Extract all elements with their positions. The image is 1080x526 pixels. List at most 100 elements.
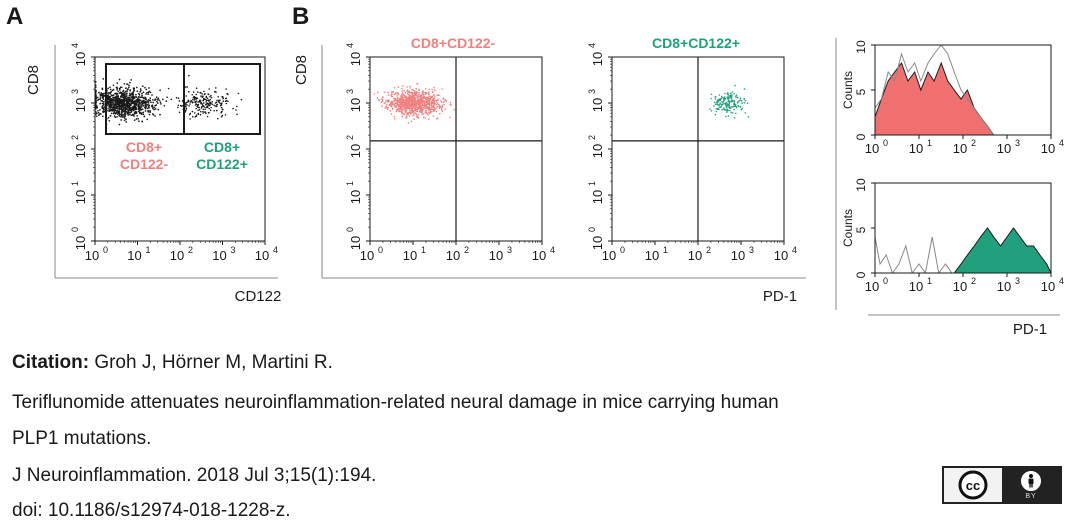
event-dot	[203, 98, 205, 101]
event-dot	[201, 102, 203, 105]
event-dot	[422, 93, 424, 95]
event-dot	[98, 113, 101, 115]
cc-by-license-badge[interactable]: cc BY	[942, 466, 1062, 504]
event-dot	[401, 100, 404, 103]
event-dot	[147, 100, 149, 103]
event-dot	[726, 92, 729, 94]
panel-b-xlabel: PD-1	[763, 288, 797, 305]
event-dot	[418, 93, 420, 96]
event-dot	[403, 90, 406, 92]
event-dot	[404, 96, 407, 99]
event-dot	[397, 107, 400, 110]
event-dot	[145, 105, 148, 108]
event-dot	[726, 111, 728, 113]
event-dot	[395, 102, 398, 104]
event-dot	[416, 102, 418, 104]
event-dot	[435, 101, 438, 103]
histogram-bottom-y-tick-label: 5	[854, 226, 868, 233]
panel-b-left-y-tick-label: 10	[348, 144, 363, 158]
event-dot	[727, 109, 729, 112]
event-dot	[424, 117, 427, 119]
event-dot	[404, 92, 407, 94]
panel-b-left-x-tick-label: 10	[403, 248, 417, 263]
event-dot	[191, 110, 194, 113]
event-dot	[433, 86, 435, 89]
event-dot	[126, 106, 129, 108]
event-dot	[137, 98, 140, 100]
by-text: BY	[1025, 493, 1037, 500]
event-dot	[422, 116, 425, 119]
event-dot	[141, 92, 143, 95]
event-dot	[138, 100, 141, 102]
histogram-bottom-x-tick-exponent: 0	[883, 276, 888, 286]
event-dot	[118, 92, 121, 94]
event-dot	[435, 110, 438, 113]
event-dot	[211, 103, 213, 106]
event-dot	[208, 107, 210, 110]
event-dot	[734, 103, 737, 106]
event-dot	[127, 104, 129, 107]
event-dot	[121, 105, 124, 108]
event-dot	[132, 113, 135, 116]
event-dot	[710, 110, 713, 112]
event-dot	[149, 97, 152, 100]
event-dot	[217, 95, 219, 98]
event-dot	[167, 87, 170, 90]
event-dot	[121, 93, 123, 96]
event-dot	[404, 101, 407, 103]
event-dot	[424, 105, 426, 107]
event-dot	[434, 108, 437, 110]
panel-a-y-tick-exponent: 2	[70, 135, 80, 140]
event-dot	[122, 93, 125, 95]
event-dot	[730, 111, 732, 114]
event-dot	[114, 116, 117, 119]
event-dot	[149, 99, 152, 102]
event-dot	[402, 108, 404, 110]
event-dot	[147, 110, 150, 112]
event-dot	[381, 98, 383, 100]
event-dot	[200, 107, 203, 109]
event-dot	[188, 90, 190, 93]
event-dot	[733, 103, 735, 106]
event-dot	[449, 116, 452, 119]
event-dot	[397, 86, 400, 88]
event-dot	[726, 96, 728, 98]
event-dot	[418, 107, 420, 110]
event-dot	[449, 101, 452, 104]
event-dot	[218, 101, 221, 104]
event-dot	[148, 87, 150, 89]
event-dot	[713, 101, 716, 103]
event-dot	[124, 106, 126, 109]
event-dot	[435, 104, 438, 106]
event-dot	[227, 100, 229, 102]
event-dot	[401, 112, 404, 114]
event-dot	[220, 106, 223, 109]
event-dot	[144, 107, 147, 110]
panel-a-x-tick-exponent: 1	[146, 245, 151, 255]
panel-b-right-y-tick-exponent: 3	[587, 89, 597, 94]
event-dot	[127, 112, 130, 114]
event-dot	[435, 99, 438, 102]
event-dot	[151, 113, 154, 115]
event-dot	[390, 94, 392, 97]
panel-a-x-tick-label: 10	[127, 248, 141, 263]
event-dot	[133, 119, 136, 121]
event-dot	[412, 102, 415, 104]
panel-b-left-quadrant-lines	[370, 57, 542, 241]
event-dot	[380, 101, 383, 103]
event-dot	[437, 103, 440, 106]
event-dot	[390, 113, 393, 115]
event-dot	[120, 105, 123, 108]
histogram-top-x-tick-exponent: 2	[971, 138, 976, 148]
event-dot	[120, 110, 123, 113]
event-dot	[159, 89, 161, 92]
event-dot	[420, 107, 422, 109]
event-dot	[727, 93, 730, 96]
event-dot	[143, 115, 146, 118]
event-dot	[411, 109, 414, 111]
panel-b-right-x-tick-exponent: 4	[792, 245, 797, 255]
event-dot	[424, 97, 427, 99]
event-dot	[207, 93, 209, 95]
event-dot	[138, 102, 141, 104]
event-dot	[127, 109, 129, 111]
